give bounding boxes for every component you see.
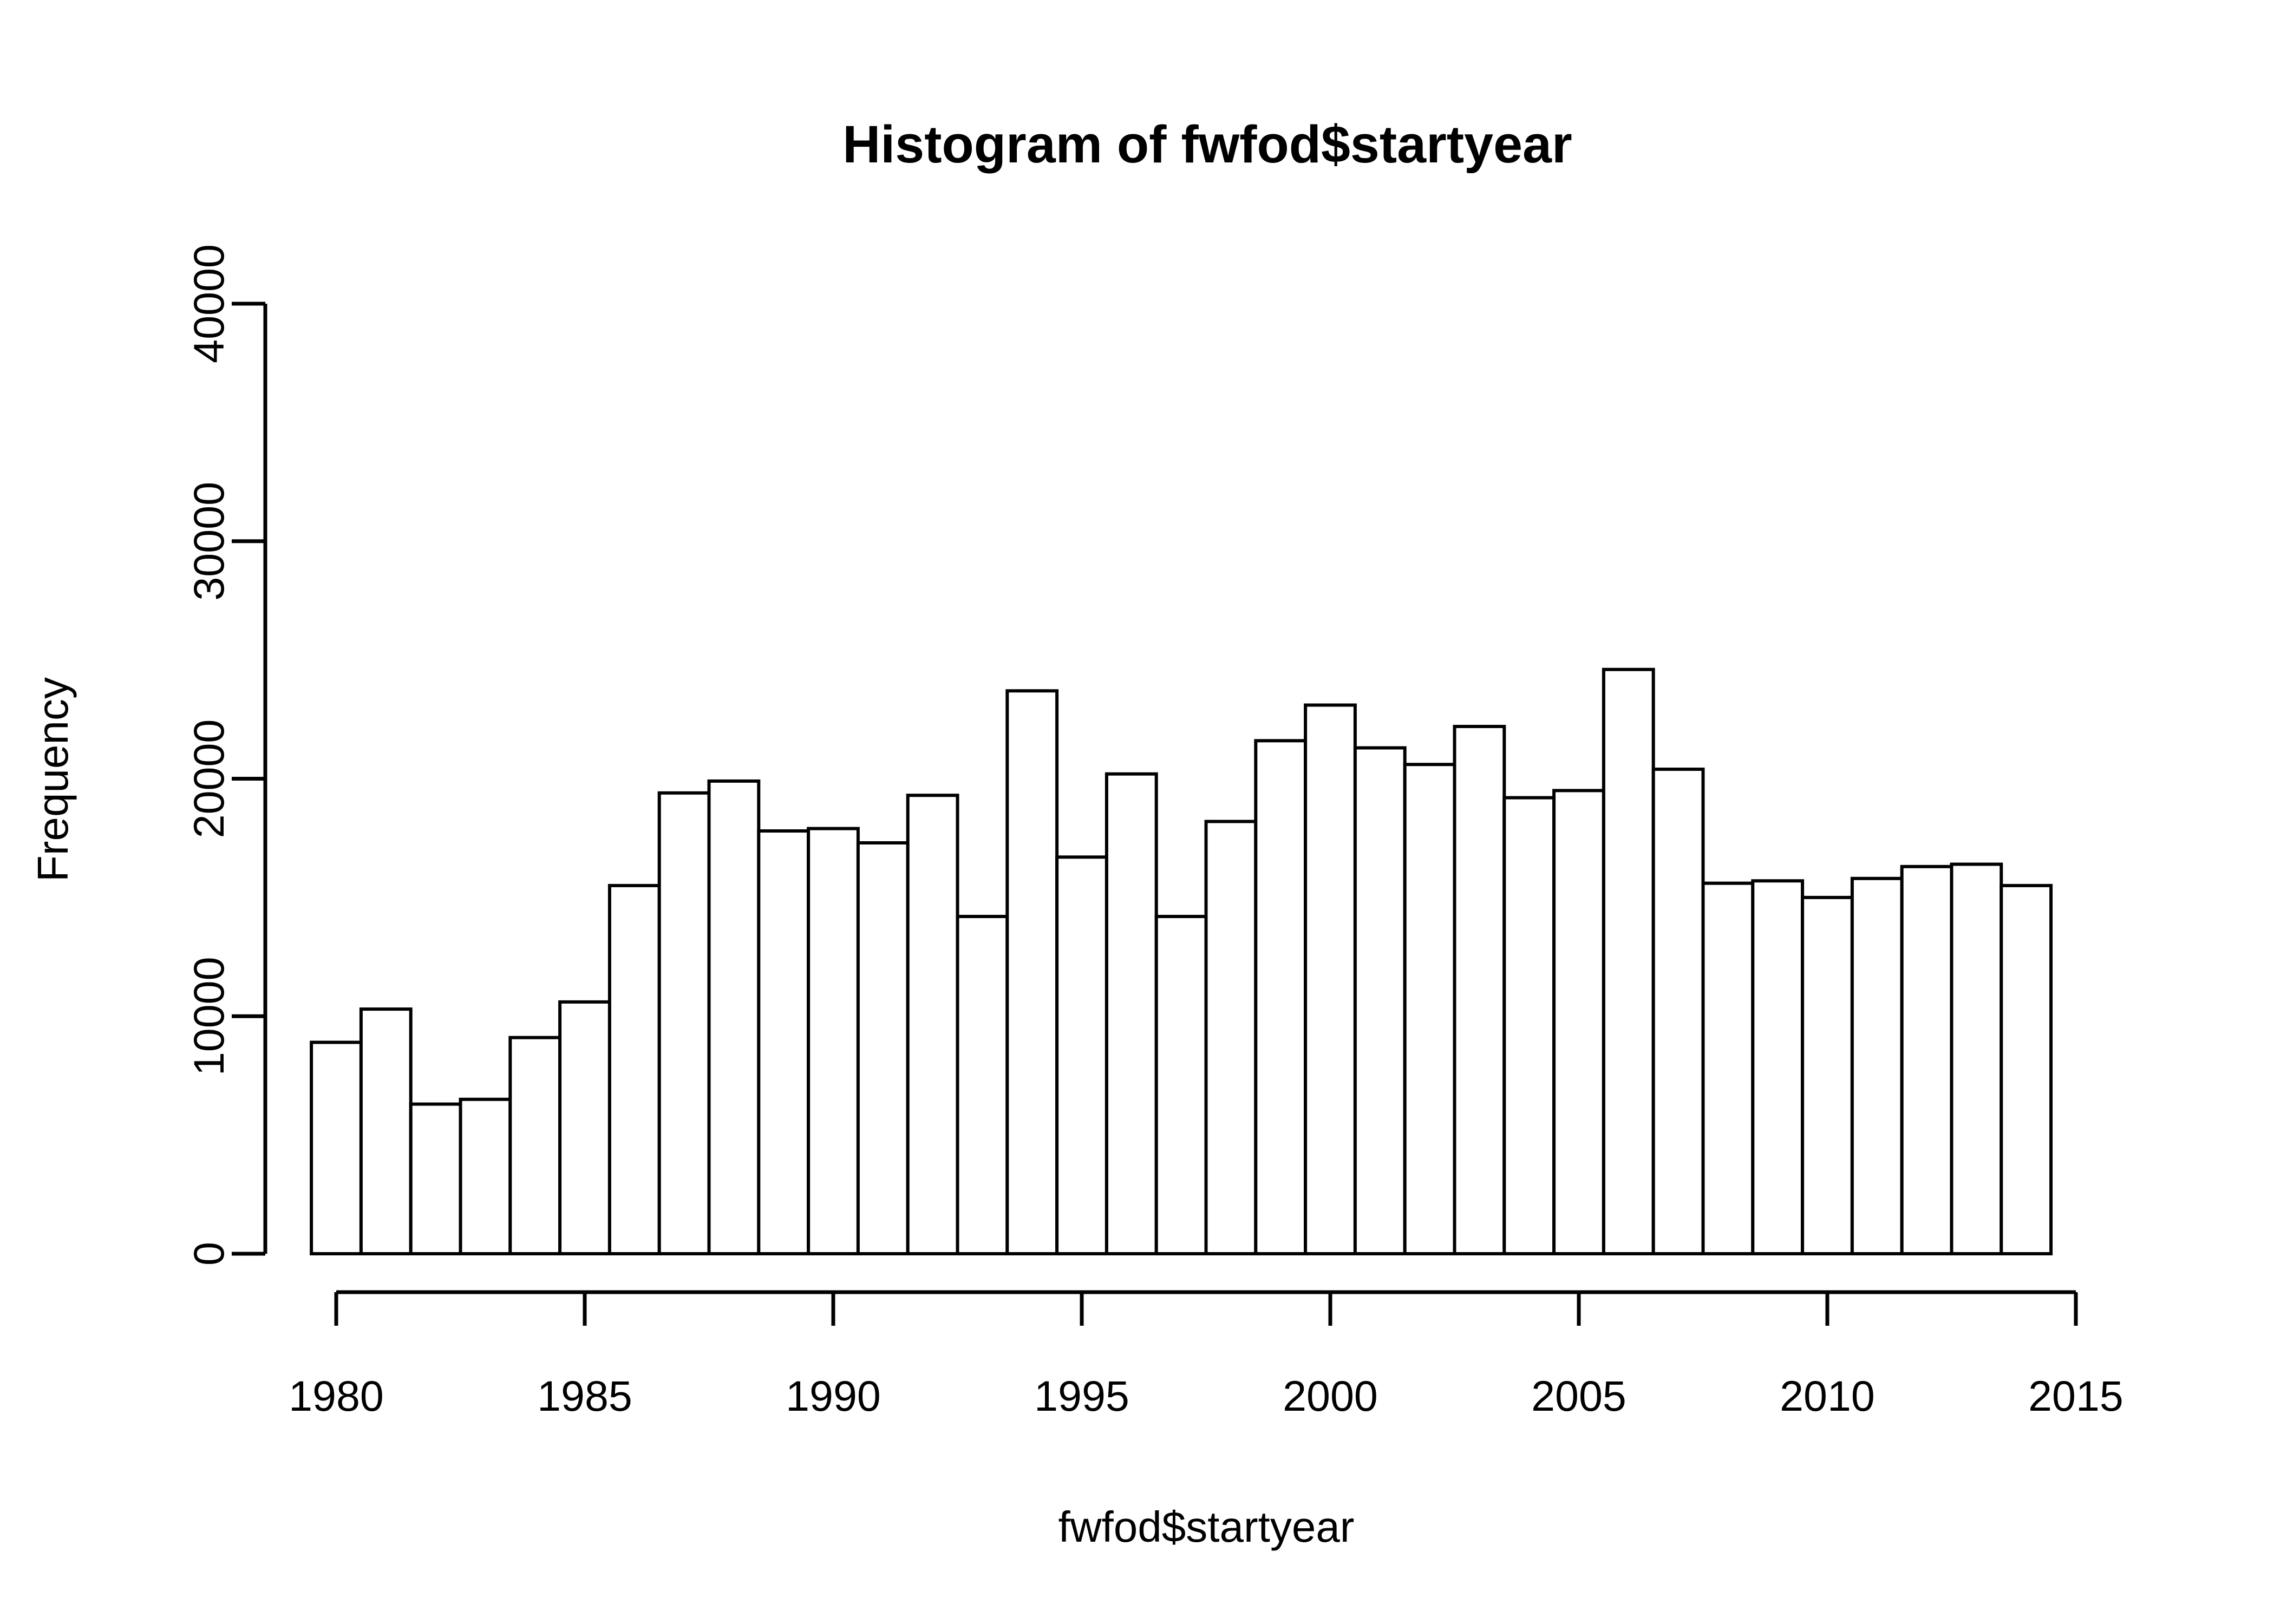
x-tick-label: 1980	[289, 1372, 384, 1420]
histogram-bar	[1154, 915, 1208, 1255]
chart-title: Histogram of fwfod$startyear	[842, 115, 1572, 174]
histogram-bar	[1999, 883, 2053, 1255]
axes-group	[232, 302, 2078, 1326]
y-tick-label: 10000	[185, 957, 233, 1076]
histogram-bar	[1701, 881, 1755, 1255]
y-axis-tick-labels: 0 10000 20000 30000 40000	[185, 244, 233, 1266]
histogram-bar	[757, 829, 811, 1255]
x-tick-label: 1985	[537, 1372, 632, 1420]
histogram-bar	[409, 1102, 462, 1255]
y-axis-title: Frequency	[29, 677, 77, 882]
histogram-bar	[1850, 876, 1904, 1256]
histogram-bar	[310, 1040, 363, 1255]
histogram-bar	[1950, 862, 2003, 1255]
y-tick-label: 0	[185, 1242, 233, 1266]
histogram-bar	[1751, 879, 1805, 1255]
histogram-bar	[1204, 820, 1258, 1255]
histogram-bar	[607, 883, 661, 1255]
histogram-bar	[657, 791, 711, 1256]
histogram-bar	[1403, 763, 1456, 1255]
histogram-bar	[1453, 725, 1506, 1255]
y-tick-label: 20000	[185, 719, 233, 839]
histogram-bar	[1900, 865, 1953, 1256]
histogram-bar	[1105, 772, 1158, 1255]
x-tick-label: 2005	[1531, 1372, 1626, 1420]
histogram-bar	[359, 1007, 413, 1255]
histogram-bar	[1502, 796, 1556, 1255]
y-tick-label: 30000	[185, 482, 233, 601]
x-tick-label: 2010	[1780, 1372, 1875, 1420]
histogram-bar	[558, 1000, 611, 1256]
histogram-bar	[807, 827, 860, 1255]
histogram-bar	[1552, 789, 1605, 1255]
x-tick-label: 1990	[786, 1372, 881, 1420]
x-tick-label: 2000	[1283, 1372, 1378, 1420]
histogram-bar	[1651, 768, 1705, 1255]
histogram-bar	[1602, 667, 1655, 1255]
histogram-bar	[956, 915, 1009, 1255]
histogram-bar	[1055, 855, 1108, 1256]
histogram-bar	[856, 841, 910, 1255]
y-tick-label: 40000	[185, 244, 233, 363]
x-axis-title: fwfod$startyear	[1058, 1503, 1355, 1551]
histogram-bar	[1353, 746, 1407, 1255]
x-axis-tick-labels: 1980 1985 1990 1995 2000 2005 2010 2015	[289, 1372, 2123, 1420]
x-tick-label: 1995	[1034, 1372, 1129, 1420]
histogram-bars-group	[310, 667, 2053, 1256]
histogram-bar	[1801, 895, 1854, 1255]
histogram-bar	[1005, 689, 1059, 1255]
histogram-bar	[459, 1097, 512, 1256]
histogram-bar	[1254, 739, 1308, 1256]
histogram-bar	[1304, 703, 1357, 1255]
histogram-bar	[707, 779, 761, 1255]
x-tick-label: 2015	[2028, 1372, 2123, 1420]
histogram-bar	[508, 1036, 562, 1255]
histogram-bar	[906, 794, 959, 1255]
